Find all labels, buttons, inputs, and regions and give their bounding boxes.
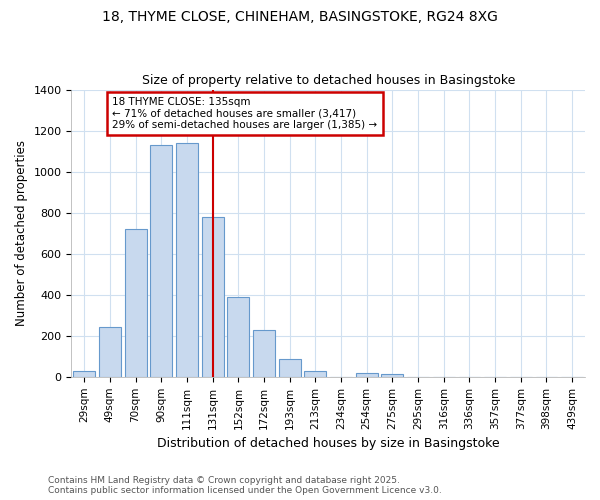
Bar bbox=[382, 374, 403, 377]
Bar bbox=[279, 360, 301, 377]
Bar bbox=[304, 370, 326, 377]
Text: 18, THYME CLOSE, CHINEHAM, BASINGSTOKE, RG24 8XG: 18, THYME CLOSE, CHINEHAM, BASINGSTOKE, … bbox=[102, 10, 498, 24]
Text: Contains HM Land Registry data © Crown copyright and database right 2025.
Contai: Contains HM Land Registry data © Crown c… bbox=[48, 476, 442, 495]
Bar bbox=[356, 372, 377, 377]
Y-axis label: Number of detached properties: Number of detached properties bbox=[15, 140, 28, 326]
Bar bbox=[151, 145, 172, 377]
X-axis label: Distribution of detached houses by size in Basingstoke: Distribution of detached houses by size … bbox=[157, 437, 500, 450]
Bar bbox=[73, 370, 95, 377]
Bar bbox=[227, 297, 249, 377]
Bar bbox=[125, 229, 146, 377]
Bar bbox=[99, 326, 121, 377]
Bar bbox=[202, 217, 224, 377]
Text: 18 THYME CLOSE: 135sqm
← 71% of detached houses are smaller (3,417)
29% of semi-: 18 THYME CLOSE: 135sqm ← 71% of detached… bbox=[112, 96, 377, 130]
Bar bbox=[253, 330, 275, 377]
Bar bbox=[176, 143, 198, 377]
Title: Size of property relative to detached houses in Basingstoke: Size of property relative to detached ho… bbox=[142, 74, 515, 87]
